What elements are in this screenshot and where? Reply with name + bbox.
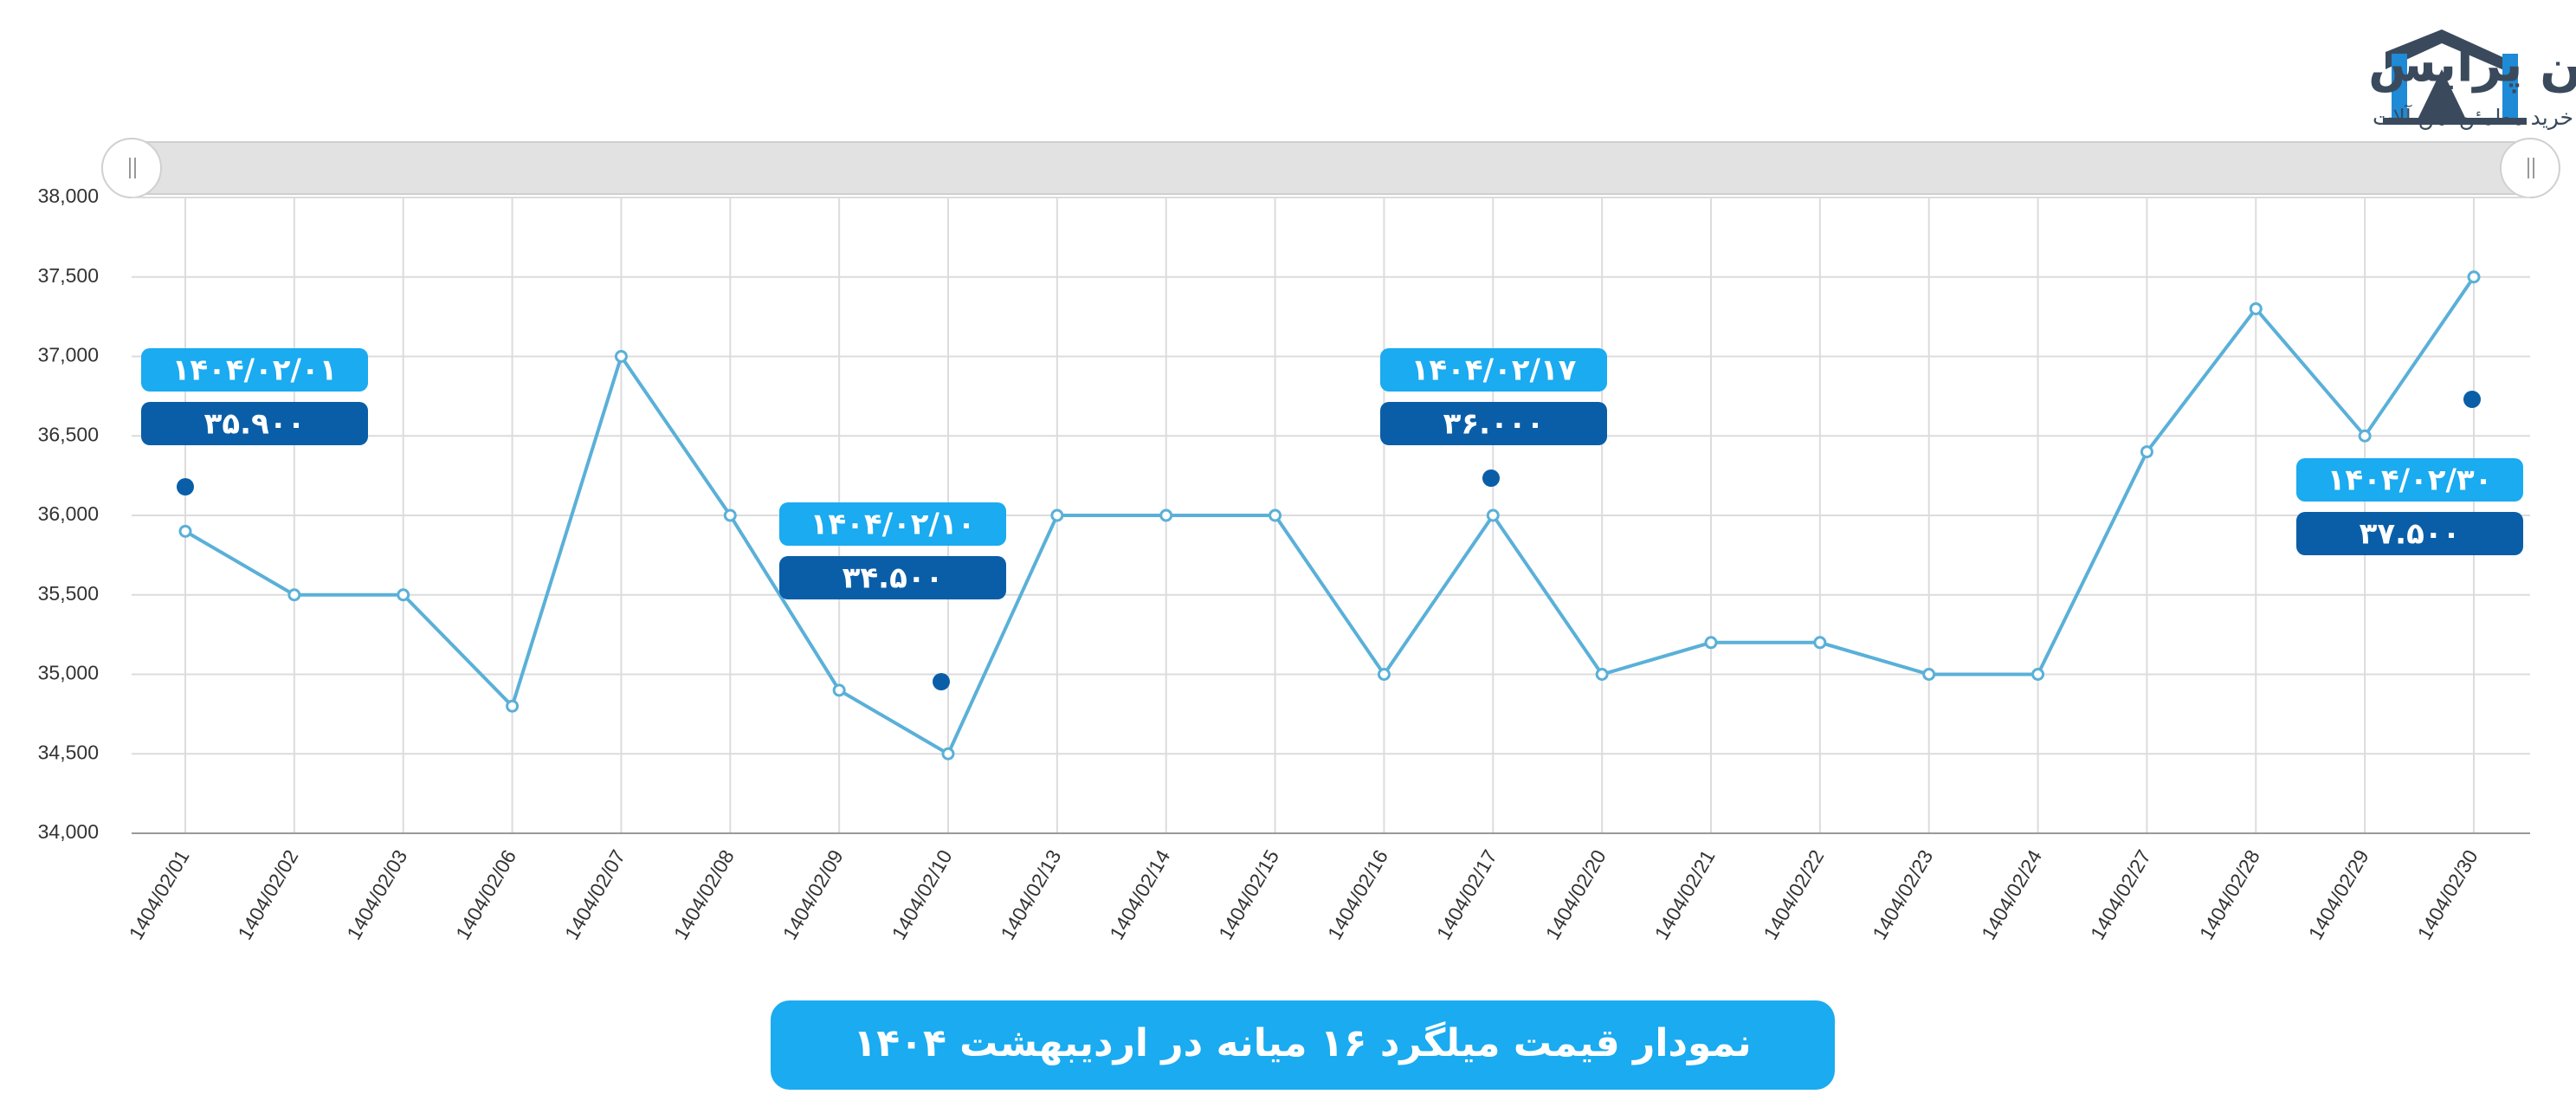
value-box [1380,402,1607,445]
data-point [941,747,955,761]
y-tick-label: 36,500 [38,423,99,445]
x-tick-label: 1404/02/22 [1759,846,1828,944]
date-box [141,348,368,392]
x-tick-label: 1404/02/27 [2086,846,2155,944]
series-line [184,275,2476,757]
data-point [1159,508,1173,522]
data-point [2467,270,2481,284]
scroll-handle[interactable] [2500,138,2560,198]
data-point [2031,668,2045,681]
x-tick-label: 1404/02/15 [1214,846,1283,944]
data-point [2140,445,2153,459]
data-point [1269,508,1282,522]
x-tick-label: 1404/02/13 [996,846,1065,944]
y-tick-label: 35,500 [38,582,99,605]
x-tick-label: 1404/02/21 [1650,846,1720,944]
data-point [723,508,737,522]
data-point [287,588,301,602]
data-point [832,683,846,697]
logo-center [2416,69,2468,123]
data-point [1486,508,1500,522]
scrollbar [101,138,2560,198]
value-label: ۳۷.۵۰۰ [2360,517,2461,552]
x-tick-label: 1404/02/20 [1541,846,1611,944]
y-tick-label: 37,500 [38,264,99,287]
x-tick-label: 1404/02/29 [2304,846,2373,944]
data-point [1813,636,1827,650]
title-box [771,1000,1835,1090]
data-point [1050,508,1064,522]
chart-title: نمودار قیمت میلگرد ۱۶ میانه در اردیبهشت … [853,1020,1751,1065]
callout-dot [1482,469,1500,487]
value-box [2296,512,2523,555]
x-tick-label: 1404/02/09 [778,846,848,944]
date-label: ۱۴۰۴/۰۲/۱۰ [810,508,976,542]
logo-base [2383,118,2527,125]
y-tick-label: 36,000 [38,502,99,525]
plot [178,270,2481,761]
data-point [1704,636,1718,650]
data-point [397,588,410,602]
x-tick-label: 1404/02/06 [451,846,520,944]
data-point [178,524,192,538]
value-label: ۳۶.۰۰۰ [1443,407,1545,442]
data-point [614,350,628,363]
callout-dot [2463,391,2481,408]
callout-dot [177,478,194,495]
x-tick-label: 1404/02/28 [2195,846,2264,944]
logo-pillar [2392,54,2407,123]
value-box [141,402,368,445]
x-tick-label: 1404/02/24 [1977,845,2046,943]
x-tick-label: 1404/02/01 [125,846,194,944]
y-tick-label: 35,000 [38,662,99,684]
logo-roof [2386,29,2518,76]
logo-pillar [2502,54,2518,123]
x-tick-label: 1404/02/23 [1868,846,1937,944]
logo-tagline: خرید مطمئن آهن آلات [2373,104,2573,130]
data-point [1377,668,1391,681]
x-tick-label: 1404/02/02 [233,846,302,944]
data-point [1922,668,1936,681]
logo-name: آهن پرایس [2368,34,2576,94]
callout-dot [933,673,950,690]
date-box [1380,348,1607,392]
y-tick-label: 34,000 [38,820,99,843]
value-label: ۳۴.۵۰۰ [843,561,944,596]
value-box [779,556,1006,599]
x-tick-label: 1404/02/16 [1323,846,1392,944]
x-tick-label: 1404/02/17 [1432,846,1501,944]
y-tick-label: 37,000 [38,344,99,366]
scrollbar-track [131,141,2531,195]
x-tick-label: 1404/02/10 [888,846,957,944]
callouts: ۱۴۰۴/۰۲/۰۱ ۳۵.۹۰۰ ۱۴۰۴/۰۲/۱۰ ۳۴.۵۰۰ ۱۴۰۴/۰۲/… [141,348,2523,690]
value-label: ۳۵.۹۰۰ [204,407,306,442]
x-tick-label: 1404/02/14 [1105,845,1174,943]
x-tick-label: 1404/02/07 [560,846,629,944]
x-tick-label: 1404/02/03 [342,846,411,944]
date-label: ۱۴۰۴/۰۲/۰۱ [172,353,338,388]
date-box [779,502,1006,546]
date-box [2296,458,2523,502]
data-point [2358,429,2372,443]
date-label: ۱۴۰۴/۰۲/۳۰ [2327,463,2493,498]
date-label: ۱۴۰۴/۰۲/۱۷ [1411,353,1577,388]
data-point [506,699,520,713]
x-tick-label: 1404/02/08 [669,846,739,944]
scroll-handle[interactable] [101,138,162,198]
x-tick-label: 1404/02/30 [2413,846,2482,944]
y-tick-label: 38,000 [38,185,99,207]
grid: 34,000 34,500 35,000 35,500 36,000 36,500 37,0… [38,185,2530,943]
data-point [1595,668,1609,681]
data-point [2249,301,2263,315]
y-tick-label: 34,500 [38,741,99,763]
logo: آهن پرایس خرید مطمئن آهن آلات [2368,29,2576,130]
